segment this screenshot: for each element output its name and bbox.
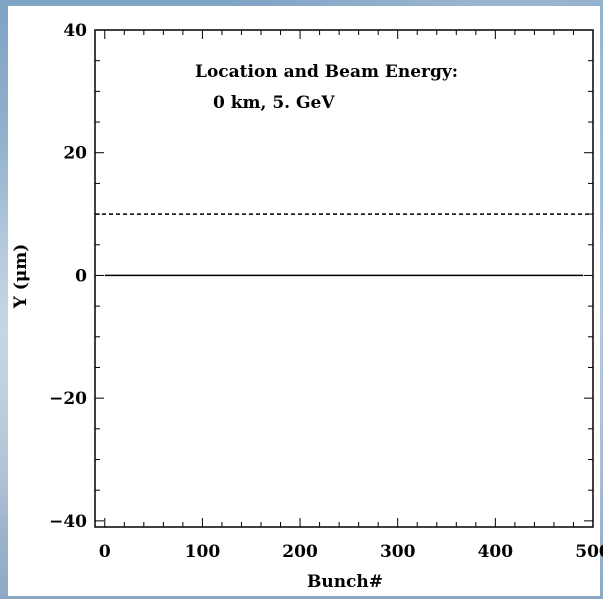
x-axis-label: Bunch# [307,572,383,592]
x-tick-label: 300 [380,542,416,562]
y-axis-label: Y (μm) [11,244,31,310]
x-tick-label: 0 [99,542,111,562]
y-tick-label: 0 [75,266,87,286]
y-tick-label: 40 [63,21,87,41]
y-tick-label: −20 [49,389,87,409]
plot-panel [8,6,600,596]
x-tick-label: 400 [478,542,514,562]
x-tick-label: 100 [185,542,221,562]
tick-marks [95,29,594,527]
x-tick-label: 500 [575,542,603,562]
series-lines [95,213,593,277]
annotation-line-1: Location and Beam Energy: [195,62,458,82]
annotation-line-2: 0 km, 5. GeV [213,93,335,113]
plot-frame [94,29,594,528]
y-tick-label: 20 [63,144,87,164]
tick-labels: 0 100 200 300 400 500 −40 −20 0 20 40 [49,21,603,562]
x-tick-label: 200 [282,542,318,562]
y-tick-label: −40 [49,512,87,532]
